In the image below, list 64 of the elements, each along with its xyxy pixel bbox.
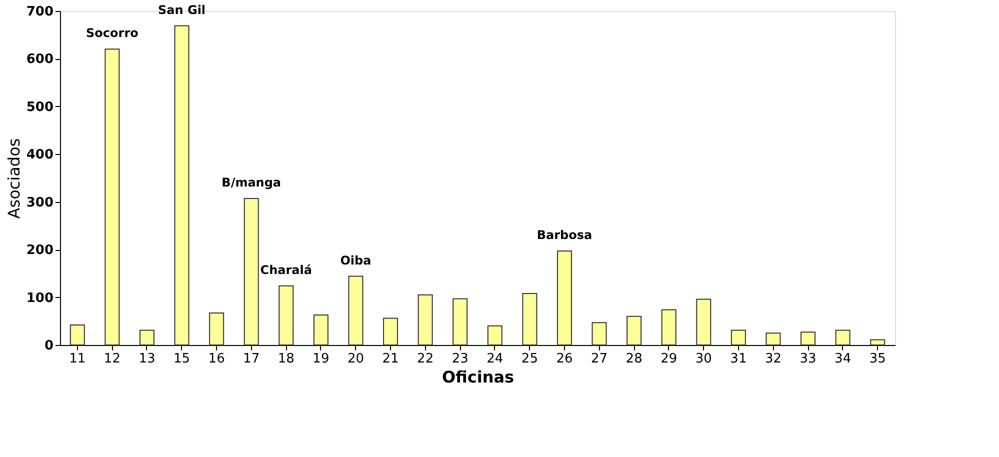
x-tick-label: 21: [382, 352, 399, 366]
bar: [661, 309, 676, 346]
x-axis-title: Oficinas: [442, 368, 514, 386]
x-tick-label: 11: [69, 352, 86, 366]
annotation: Charalá: [260, 262, 312, 277]
x-tick-label: 22: [417, 352, 434, 366]
x-tick-label: 13: [138, 352, 156, 366]
annotation: B/manga: [222, 176, 282, 190]
annotation: San Gil: [158, 2, 206, 17]
bar: [870, 339, 886, 346]
annotation: Barbosa: [536, 228, 592, 242]
bar: [592, 322, 607, 346]
y-tick-label: 600: [26, 52, 54, 68]
x-tick-label: 28: [626, 352, 642, 366]
bar: [800, 332, 816, 346]
bar: [766, 332, 781, 346]
bar: [696, 298, 712, 346]
x-tick-label: 30: [695, 352, 712, 366]
x-tick-label: 27: [590, 352, 608, 366]
bar: [348, 276, 364, 346]
x-tick-label: 12: [104, 352, 120, 366]
annotation: Socorro: [86, 26, 138, 40]
y-tick-label: 200: [26, 243, 54, 258]
x-tick-label: 26: [556, 352, 573, 366]
bar: [70, 324, 85, 346]
bar: [278, 285, 294, 346]
x-tick-label: 31: [730, 352, 747, 366]
bar: [383, 318, 398, 346]
y-tick-label: 700: [26, 4, 54, 20]
bar: [104, 48, 120, 346]
bar: [487, 325, 502, 346]
y-axis-title: Asociados: [4, 138, 24, 219]
x-tick-label: 18: [278, 352, 294, 366]
bar: [174, 25, 190, 346]
bar: [418, 294, 433, 346]
y-tick-label: 100: [26, 290, 54, 306]
bar: [626, 316, 642, 346]
bar: [313, 314, 328, 346]
x-tick-label: 33: [800, 352, 816, 366]
x-tick-label: 15: [173, 352, 190, 366]
bar: [556, 250, 572, 346]
x-tick-label: 19: [312, 352, 330, 366]
x-tick-label: 23: [452, 352, 468, 366]
x-tick-label: 24: [486, 352, 504, 366]
bar: [730, 330, 746, 346]
x-tick-label: 16: [208, 352, 225, 366]
bar: [452, 298, 468, 346]
bar: [209, 312, 224, 346]
x-tick-label: 29: [660, 352, 678, 366]
bar: [244, 198, 259, 346]
y-tick-label: 400: [26, 148, 54, 163]
x-tick-label: 20: [347, 352, 364, 366]
annotation: Oiba: [340, 253, 372, 268]
y-tick-label: 0: [44, 338, 54, 354]
x-tick-label: 35: [869, 352, 886, 366]
x-tick-label: 25: [521, 352, 538, 366]
x-tick-label: 34: [834, 352, 852, 366]
bar: [139, 330, 154, 346]
x-tick-label: 32: [764, 352, 782, 366]
y-tick-label: 300: [26, 195, 54, 210]
y-tick-label: 500: [26, 100, 54, 115]
bar: [835, 330, 850, 346]
bar: [522, 292, 538, 346]
x-tick-label: 17: [243, 352, 260, 366]
